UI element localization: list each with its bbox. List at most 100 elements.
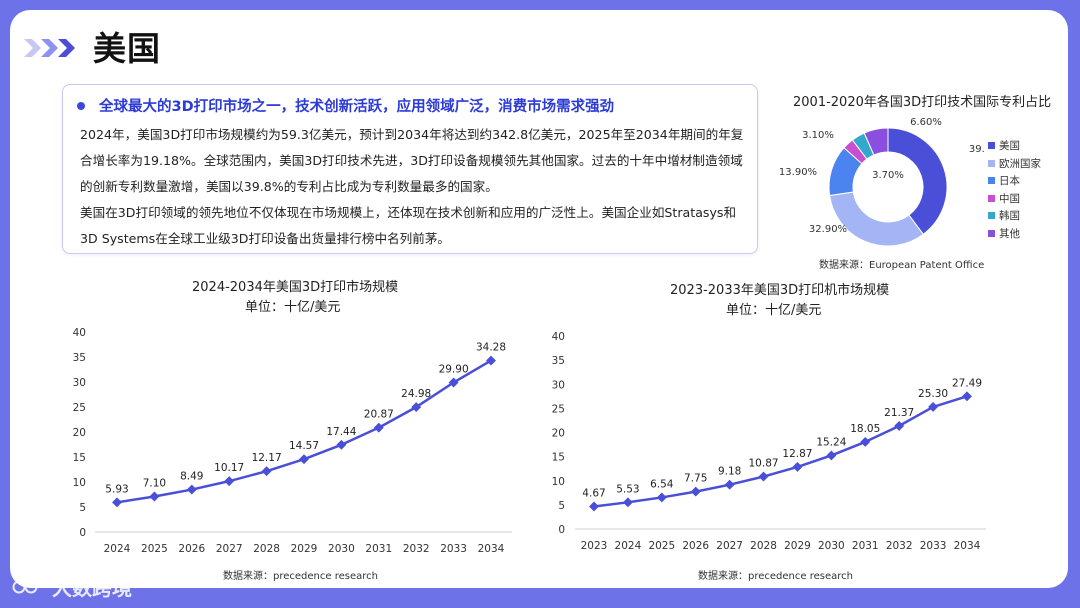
data-point: [186, 484, 197, 495]
x-tick-label: 2033: [920, 540, 947, 552]
paragraph: 美国在3D打印领域的领先地位不仅体现在市场规模上，还体现在技术创新和应用的广泛性…: [80, 205, 737, 246]
legend-item: 韩国: [988, 207, 1041, 225]
watermark: 大数跨境: [12, 572, 132, 601]
x-tick-label: 2027: [216, 543, 243, 555]
x-tick-label: 2026: [682, 540, 709, 552]
legend-label: 中国: [999, 192, 1020, 205]
data-point: [792, 461, 803, 472]
x-tick-label: 2030: [818, 540, 845, 552]
data-point: [894, 420, 905, 431]
data-point: [336, 439, 347, 450]
x-tick-label: 2028: [253, 543, 280, 555]
donut-slice: [829, 191, 924, 247]
data-label: 24.98: [401, 388, 431, 400]
data-point: [299, 454, 309, 465]
data-point: [622, 497, 633, 508]
data-point: [962, 391, 972, 402]
line-chart-2-title: 2023-2033年美国3D打印机市场规模: [670, 283, 890, 298]
x-tick-label: 2034: [954, 540, 981, 552]
data-point: [224, 476, 235, 487]
data-point: [690, 486, 701, 497]
legend-swatch: [988, 229, 995, 237]
x-tick-label: 2024: [615, 540, 642, 552]
donut-source: 数据来源：European Patent Office: [819, 260, 985, 271]
x-tick-label: 2025: [648, 540, 675, 552]
summary-text: 2024年，美国3D打印市场规模约为59.3亿美元，预计到2034年将达到约34…: [80, 122, 748, 252]
bullet-icon: [77, 101, 85, 110]
legend-label: 日本: [999, 175, 1020, 188]
y-tick-label: 25: [552, 403, 565, 415]
series-line: [593, 395, 968, 508]
y-tick-label: 5: [558, 500, 565, 512]
watermark-text: 大数跨境: [52, 576, 132, 600]
legend-item: 其他: [988, 225, 1041, 243]
y-tick-label: 25: [73, 402, 86, 414]
donut-legend: 美国 欧洲国家 日本 中国 韩国 其他: [988, 137, 1041, 242]
data-label: 17.44: [326, 426, 356, 438]
data-label: 12.87: [782, 448, 812, 460]
legend-swatch: [988, 212, 995, 220]
data-label: 20.87: [364, 409, 394, 421]
data-label: 7.75: [684, 473, 707, 485]
x-tick-label: 2026: [178, 543, 205, 555]
x-tick-label: 2031: [365, 543, 392, 555]
x-tick-label: 2028: [750, 540, 777, 552]
y-tick-label: 35: [552, 355, 565, 367]
legend-swatch: [988, 194, 995, 202]
x-tick-label: 2034: [478, 543, 505, 555]
y-tick-label: 0: [79, 527, 86, 539]
data-label: 14.57: [289, 440, 319, 452]
data-point: [589, 501, 599, 512]
line-chart-1-title: 2024-2034年美国3D打印市场规模: [192, 280, 399, 295]
line-chart-1-source: 数据来源：precedence research: [223, 571, 378, 582]
data-label: 29.90: [439, 364, 469, 376]
donut-value-label: 3.70%: [872, 170, 904, 181]
line-chart-1-unit: 单位：十亿/美元: [245, 300, 341, 315]
data-point: [826, 450, 837, 461]
data-point: [860, 436, 871, 447]
donut-chart: 39.80% 32.90% 13.90% 3.10% 3.70% 6.60%: [779, 117, 985, 247]
data-point: [373, 422, 384, 433]
data-label: 21.37: [884, 407, 914, 419]
data-label: 8.49: [180, 471, 203, 483]
series-line: [116, 359, 492, 504]
x-tick-label: 2029: [784, 540, 811, 552]
donut-chart-title: 2001-2020年各国3D打印技术国际专利占比: [793, 95, 1052, 110]
x-tick-label: 2033: [440, 543, 467, 555]
legend-label: 韩国: [999, 210, 1020, 223]
legend-swatch: [988, 159, 995, 167]
y-tick-label: 10: [552, 476, 565, 488]
x-tick-label: 2023: [581, 540, 608, 552]
line-chart-2-source: 数据来源：precedence research: [698, 571, 853, 582]
x-tick-label: 2024: [104, 543, 131, 555]
logo-icon: [12, 580, 44, 593]
y-tick-label: 30: [73, 377, 86, 389]
x-tick-label: 2031: [852, 540, 879, 552]
x-tick-label: 2030: [328, 543, 355, 555]
donut-value-label: 3.10%: [802, 130, 834, 141]
legend-item: 日本: [988, 172, 1041, 190]
data-label: 6.54: [650, 478, 674, 490]
y-tick-label: 20: [73, 427, 86, 439]
data-label: 34.28: [476, 342, 506, 354]
y-tick-label: 30: [552, 379, 565, 391]
data-point: [149, 491, 160, 502]
x-tick-label: 2027: [716, 540, 743, 552]
data-point: [758, 471, 769, 482]
chevrons-icon: [24, 39, 75, 57]
y-tick-label: 20: [552, 428, 565, 440]
data-label: 27.49: [952, 377, 982, 389]
legend-swatch: [988, 177, 995, 185]
paragraph: 2024年，美国3D打印市场规模约为59.3亿美元，预计到2034年将达到约34…: [80, 127, 744, 194]
legend-item: 中国: [988, 190, 1041, 208]
data-label: 12.17: [252, 452, 282, 464]
legend-swatch: [988, 142, 995, 150]
data-label: 7.10: [143, 478, 166, 490]
legend-item: 美国: [988, 137, 1041, 155]
y-tick-label: 10: [73, 477, 86, 489]
summary-box: 全球最大的3D打印市场之一，技术创新活跃，应用领域广泛，消费市场需求强劲 202…: [62, 84, 758, 254]
y-tick-label: 15: [552, 452, 565, 464]
data-label: 5.93: [105, 483, 128, 495]
data-label: 4.67: [582, 487, 605, 499]
data-label: 25.30: [918, 388, 948, 400]
